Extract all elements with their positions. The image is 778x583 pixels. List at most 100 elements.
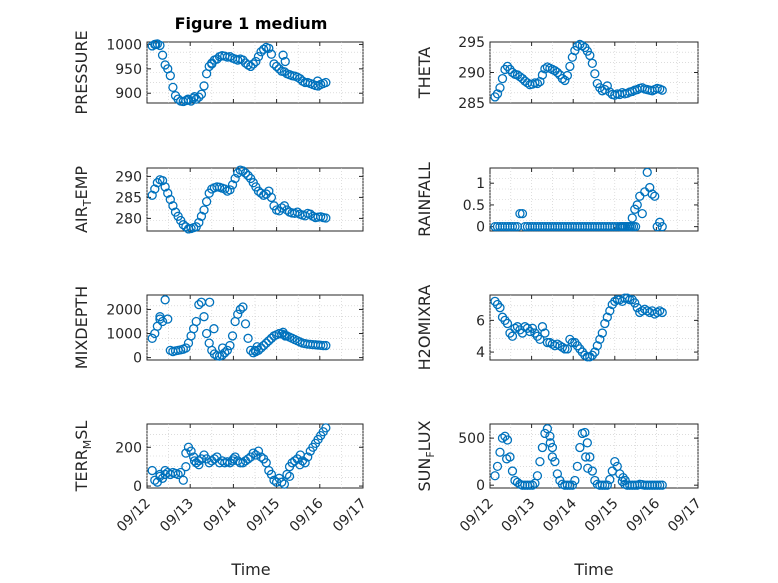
air-temp-point [201, 196, 212, 207]
sun-flux-point [597, 480, 607, 490]
sun-flux-point [585, 452, 595, 462]
sun-flux-point [497, 433, 508, 443]
sun-flux-point [565, 480, 575, 490]
sun-flux-xtick-label: 09/15 [582, 496, 622, 536]
h2omixra-point [567, 337, 578, 348]
sun-flux-point [602, 480, 612, 490]
h2omixra-point [642, 306, 652, 316]
mixdepth-point [256, 343, 266, 353]
mixdepth-point [235, 304, 245, 315]
mixdepth-point [222, 345, 233, 356]
sun-flux-point [652, 480, 662, 490]
sun-flux-point [570, 475, 580, 486]
sun-flux-point [562, 480, 573, 490]
terr-msl-series [147, 423, 331, 489]
air-temp-point [266, 192, 277, 203]
pressure-point [248, 59, 258, 69]
air-temp-ytick-label: 285 [115, 190, 142, 206]
theta-y-axis-label: THETA [415, 47, 434, 99]
terr-msl-point [295, 450, 306, 460]
terr-msl-point [194, 460, 204, 470]
h2omixra-point [585, 352, 595, 362]
pressure-point [183, 94, 193, 104]
rainfall-ytick-label: 0 [476, 220, 485, 236]
air-temp-point [230, 173, 240, 184]
h2omixra-point [600, 318, 610, 329]
mixdepth-point [261, 338, 271, 348]
rainfall-ytick-label: 0.5 [463, 198, 485, 214]
pressure-point [258, 44, 269, 54]
mixdepth-point [238, 302, 248, 312]
terr-msl-point [173, 469, 183, 480]
rainfall-point [647, 189, 657, 199]
sun-flux-point [587, 466, 597, 476]
h2omixra-point [602, 312, 612, 322]
pressure-point [194, 92, 204, 102]
theta-point [497, 73, 508, 84]
terr-msl-point [243, 454, 253, 464]
pressure-point [155, 40, 165, 51]
sun-flux-point [495, 447, 505, 457]
x-axis-label-right: Time [573, 560, 613, 579]
rainfall-point [645, 182, 655, 193]
air-temp-point [163, 188, 173, 198]
pressure-ytick-label: 950 [115, 62, 142, 78]
rainfall-point [627, 213, 637, 223]
air-temp-point [292, 207, 302, 217]
air-temp-ytick-label: 290 [115, 169, 142, 185]
terr-msl-point [277, 477, 287, 487]
terr-msl-xtick-label: 09/16 [287, 495, 327, 535]
h2omixra-point [605, 306, 615, 316]
air-temp-point [157, 175, 168, 186]
figure-title: Figure 1 medium [175, 14, 328, 33]
sun-flux-point [600, 480, 610, 490]
sun-flux-point [581, 452, 591, 462]
sun-flux-point [550, 456, 560, 467]
h2omixra-point [502, 318, 513, 329]
terr-msl-point [181, 448, 191, 458]
h2omixra-point [562, 344, 573, 354]
pressure-point [274, 64, 284, 74]
air-temp-point [168, 201, 178, 211]
theta-point [490, 92, 500, 102]
pressure-point [264, 43, 274, 53]
mixdepth-series [147, 295, 331, 361]
terr-msl-point [266, 469, 277, 480]
rainfall-point [637, 208, 647, 219]
h2omixra-series [490, 293, 667, 362]
h2omixra-point [542, 337, 553, 348]
sun-flux-xtick-label: 09/14 [540, 495, 580, 535]
rainfall-point [632, 200, 642, 210]
mixdepth-point [233, 309, 243, 319]
mixdepth-point [217, 350, 227, 360]
h2omixra-point [625, 295, 635, 305]
mixdepth-point [201, 328, 212, 339]
rainfall-point [507, 222, 518, 232]
mixdepth-point [220, 348, 230, 358]
sun-flux-point [545, 431, 555, 441]
sun-flux-point [525, 480, 535, 490]
terr-msl-xtick-label: 09/14 [200, 495, 240, 535]
sun-flux-point [501, 454, 512, 464]
mixdepth-point [321, 340, 331, 351]
h2omixra-point [655, 306, 665, 316]
h2omixra-ytick-label: 6 [476, 313, 485, 329]
pressure-point [280, 56, 290, 67]
mixdepth-y-axis-label: MIXDEPTH [72, 286, 91, 369]
pressure-point [199, 81, 209, 91]
h2omixra-point [582, 352, 592, 362]
sun-flux-ytick-label: 500 [458, 431, 485, 447]
pressure-point [168, 82, 178, 93]
sun-flux-point [535, 456, 545, 467]
theta-ytick-label: 285 [458, 96, 485, 112]
terr-msl-point [256, 452, 266, 462]
terr-msl-point [235, 458, 245, 468]
theta-point [577, 41, 588, 51]
rainfall-point [650, 191, 660, 201]
rainfall-ytick-label: 1 [476, 176, 485, 192]
mixdepth-point [147, 333, 157, 343]
terr-msl-y-axis-label: TERRMSL [72, 421, 94, 493]
terr-msl-point [186, 446, 196, 456]
h2omixra-point [535, 334, 545, 345]
h2omixra-point [590, 347, 600, 357]
